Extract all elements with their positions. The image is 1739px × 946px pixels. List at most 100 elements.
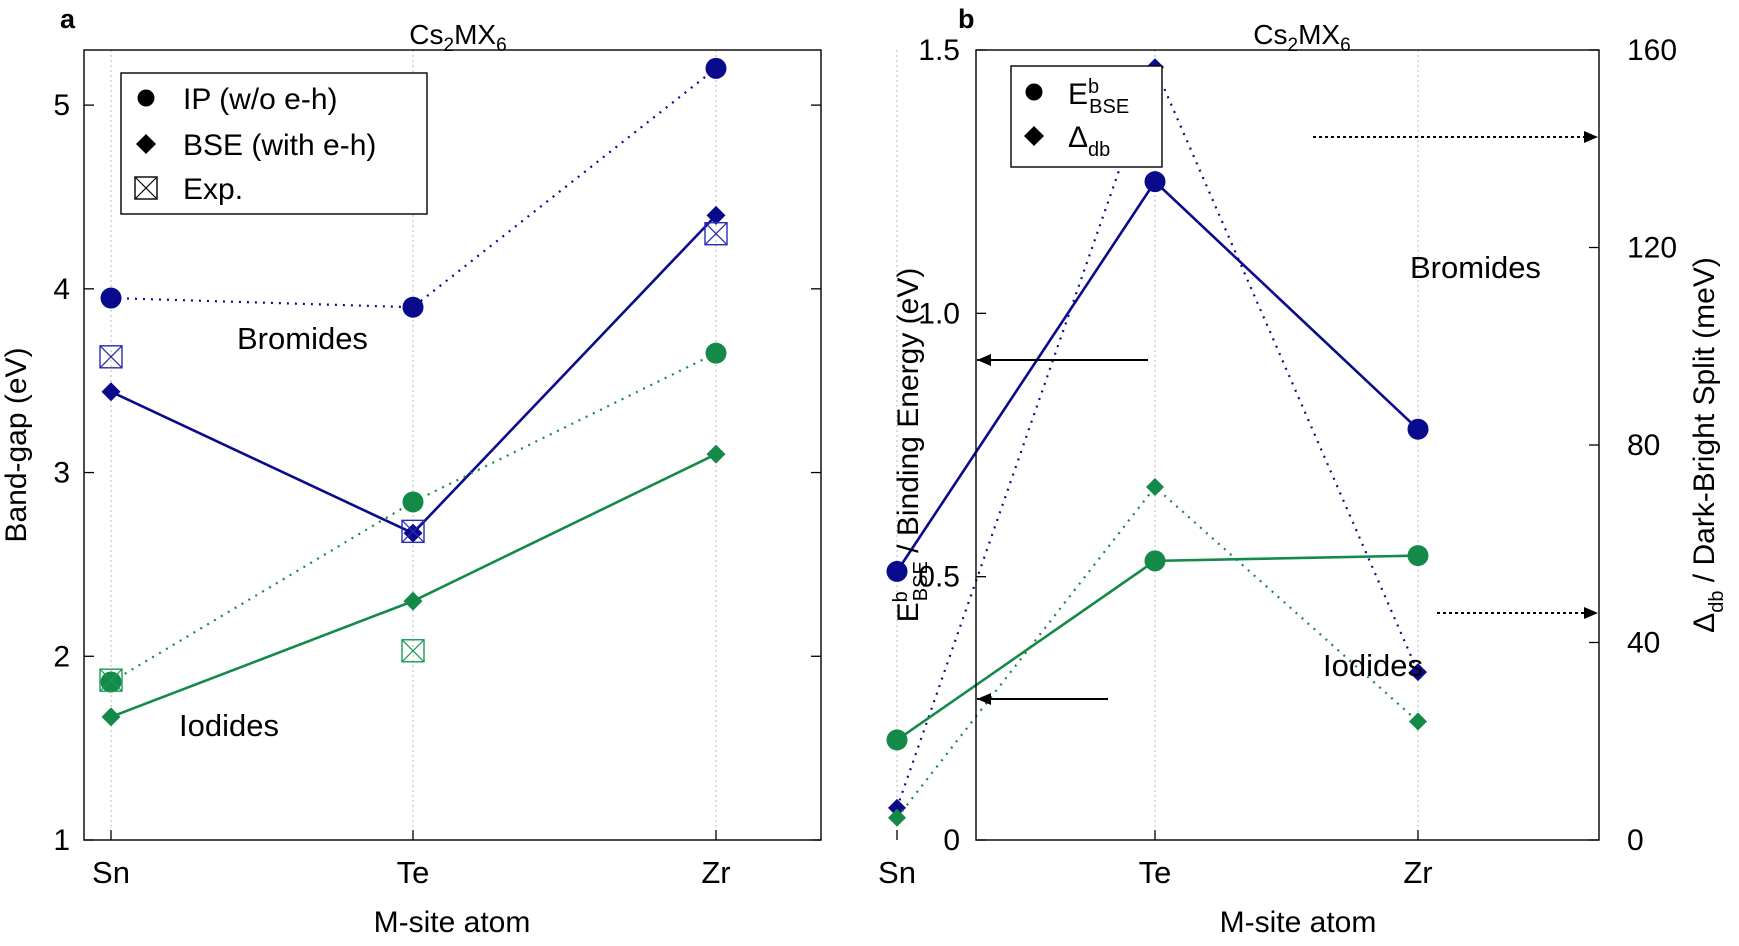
panel-b-x-axis-label: M-site atom — [1220, 906, 1377, 939]
iodides-dark-bright-split-point-te — [1146, 477, 1164, 496]
panel-a-title: Cs2MX6 — [409, 19, 506, 56]
bromides-binding-energy-point-sn — [886, 560, 908, 582]
panel-b-bromides-annotation: Bromides — [1410, 250, 1541, 285]
iodides-exp-point-te-box — [401, 639, 425, 663]
panel-a-legend: IP (w/o e-h) BSE (with e-h) Exp. — [120, 72, 428, 215]
series-iodides-dark-bright-split — [888, 477, 1427, 827]
bromides-exp-point-te — [401, 519, 425, 544]
series-iodides-binding-energy — [886, 545, 1429, 751]
panel-b-right-y-axis-label: Δdb / Dark-Bright Split (meV) — [1688, 257, 1728, 633]
left-y-tick-label-1-0: 1.0 — [918, 297, 960, 330]
y-tick-label-4: 4 — [53, 273, 70, 306]
y-tick-label-2: 2 — [53, 640, 70, 673]
iodides-bse-with-e-h-point-zr — [706, 444, 726, 464]
panel-b-axis-arrows — [977, 131, 1598, 705]
bromides-exp-point-te-box — [401, 519, 425, 544]
x-tick-label-zr: Zr — [701, 855, 730, 890]
bromides-bse-with-e-h-point-te — [403, 523, 423, 543]
iodides-dark-bright-split-point-zr — [1409, 712, 1427, 731]
y-tick-label-3: 3 — [53, 457, 70, 490]
panel-b-label: b — [958, 4, 975, 34]
iodides-exp-point-sn-cross — [99, 668, 123, 692]
iodides-dark-bright-split-point-sn — [888, 808, 906, 827]
iodides-ip-w-o-e-h-point-sn — [100, 671, 122, 693]
legend-ip-label: IP (w/o e-h) — [183, 83, 338, 116]
bromides-binding-energy-line — [895, 179, 1419, 573]
panel-a-bromides-annotation: Bromides — [237, 321, 368, 356]
left-y-tick-label-0: 0 — [943, 824, 960, 857]
bromides-ip-w-o-e-h-point-zr — [705, 57, 727, 79]
panel-b-iodides-annotation: Iodides — [1323, 648, 1423, 683]
legend-binding-energy-label: Eb BSE — [1068, 76, 1129, 118]
series-iodides-ip-w-o-e-h — [100, 342, 727, 693]
bromides-exp-point-zr — [704, 222, 728, 246]
series-bromides-binding-energy — [886, 171, 1429, 582]
iodides-binding-energy-point-zr — [1407, 545, 1429, 567]
bromides-dark-bright-split-point-sn — [888, 798, 906, 817]
iodides-exp-point-te-cross — [401, 639, 425, 663]
panel-a-iodides-annotation: Iodides — [179, 708, 279, 743]
right-y-tick-label-120: 120 — [1627, 232, 1677, 265]
x-tick-label-b-te: Te — [1139, 855, 1172, 890]
legend-ip-marker — [137, 89, 155, 107]
panel-b-legend-box — [1010, 65, 1163, 168]
arrowhead-bromide-left — [977, 354, 991, 366]
arrowhead-iodide-right — [1584, 607, 1598, 619]
iodides-ip-w-o-e-h-point-te — [402, 491, 424, 513]
bromides-ip-w-o-e-h-point-te — [402, 296, 424, 318]
panel-b-plot-frame — [975, 49, 1600, 841]
bromides-dark-bright-split-point-zr — [1409, 663, 1427, 682]
panel-a-legend-box — [120, 72, 428, 215]
panel-b-gridlines — [896, 50, 1419, 840]
right-y-tick-label-160: 160 — [1627, 34, 1677, 67]
panel-b-x-ticks: Sn Te Zr — [878, 830, 1433, 890]
legend-dark-bright-label: Δdb — [1068, 121, 1110, 161]
panel-a-x-axis-label: M-site atom — [374, 906, 531, 939]
legend-exp-label: Exp. — [183, 173, 243, 206]
legend-bse-marker — [136, 134, 156, 154]
bromides-exp-point-sn-box — [99, 345, 123, 369]
y-tick-label-1: 1 — [53, 824, 70, 857]
right-y-tick-label-80: 80 — [1627, 429, 1660, 462]
x-tick-label-b-zr: Zr — [1403, 855, 1432, 890]
iodides-bse-with-e-h-point-te — [403, 591, 423, 611]
panel-a-label: a — [60, 4, 76, 34]
series-bromides-bse-with-e-h — [101, 205, 726, 543]
iodides-bse-with-e-h-point-sn — [101, 707, 121, 727]
left-y-tick-label-1-5: 1.5 — [918, 34, 960, 67]
bromides-binding-energy-point-zr — [1407, 418, 1429, 440]
panel-b-legend: Eb BSE Δdb — [1010, 65, 1163, 168]
legend-bse-label: BSE (with e-h) — [183, 129, 376, 162]
panel-a-x-ticks: Sn Te Zr — [92, 830, 731, 890]
panel-a-plot-frame — [83, 49, 822, 841]
panel-a-y-ticks: 1 2 3 4 5 — [53, 89, 821, 857]
panel-b-right-y-ticks: 0 40 80 120 160 — [1589, 34, 1677, 857]
bromides-bse-with-e-h-point-sn — [101, 382, 121, 402]
iodides-exp-point-sn-box — [99, 668, 123, 692]
x-tick-label-b-sn: Sn — [878, 855, 916, 890]
right-y-tick-label-40: 40 — [1627, 627, 1660, 660]
arrowhead-bromide-right — [1584, 131, 1598, 143]
panel-a: a Cs2MX6 1 2 3 4 5 Sn Te Zr M-site atom Band-g… — [0, 4, 822, 939]
series-iodides-bse-with-e-h — [101, 444, 726, 727]
left-y-tick-label-0-5: 0.5 — [918, 561, 960, 594]
iodides-exp-point-sn — [99, 668, 123, 692]
right-y-tick-label-0: 0 — [1627, 824, 1644, 857]
bromides-ip-w-o-e-h-point-sn — [100, 287, 122, 309]
iodides-binding-energy-point-te — [1144, 550, 1166, 572]
series-bromides-exp — [99, 222, 728, 544]
bromides-bse-with-e-h-point-zr — [706, 205, 726, 225]
bromides-exp-point-sn-cross — [99, 345, 123, 369]
iodides-ip-w-o-e-h-line — [110, 352, 717, 683]
arrowhead-iodide-left — [977, 693, 991, 705]
panel-b: b Cs2MX6 0 0.5 1.0 1.5 0 40 80 120 160 Sn Te Zr M… — [878, 4, 1728, 939]
bromides-exp-point-zr-cross — [704, 222, 728, 246]
panel-a-y-axis-label: Band-gap (eV) — [0, 347, 33, 542]
panel-a-series — [99, 57, 728, 727]
legend-binding-energy-marker — [1025, 83, 1043, 101]
bromides-binding-energy-point-te — [1144, 171, 1166, 193]
iodides-binding-energy-point-sn — [886, 729, 908, 751]
bromides-exp-point-sn — [99, 345, 123, 369]
x-tick-label-sn: Sn — [92, 855, 130, 890]
